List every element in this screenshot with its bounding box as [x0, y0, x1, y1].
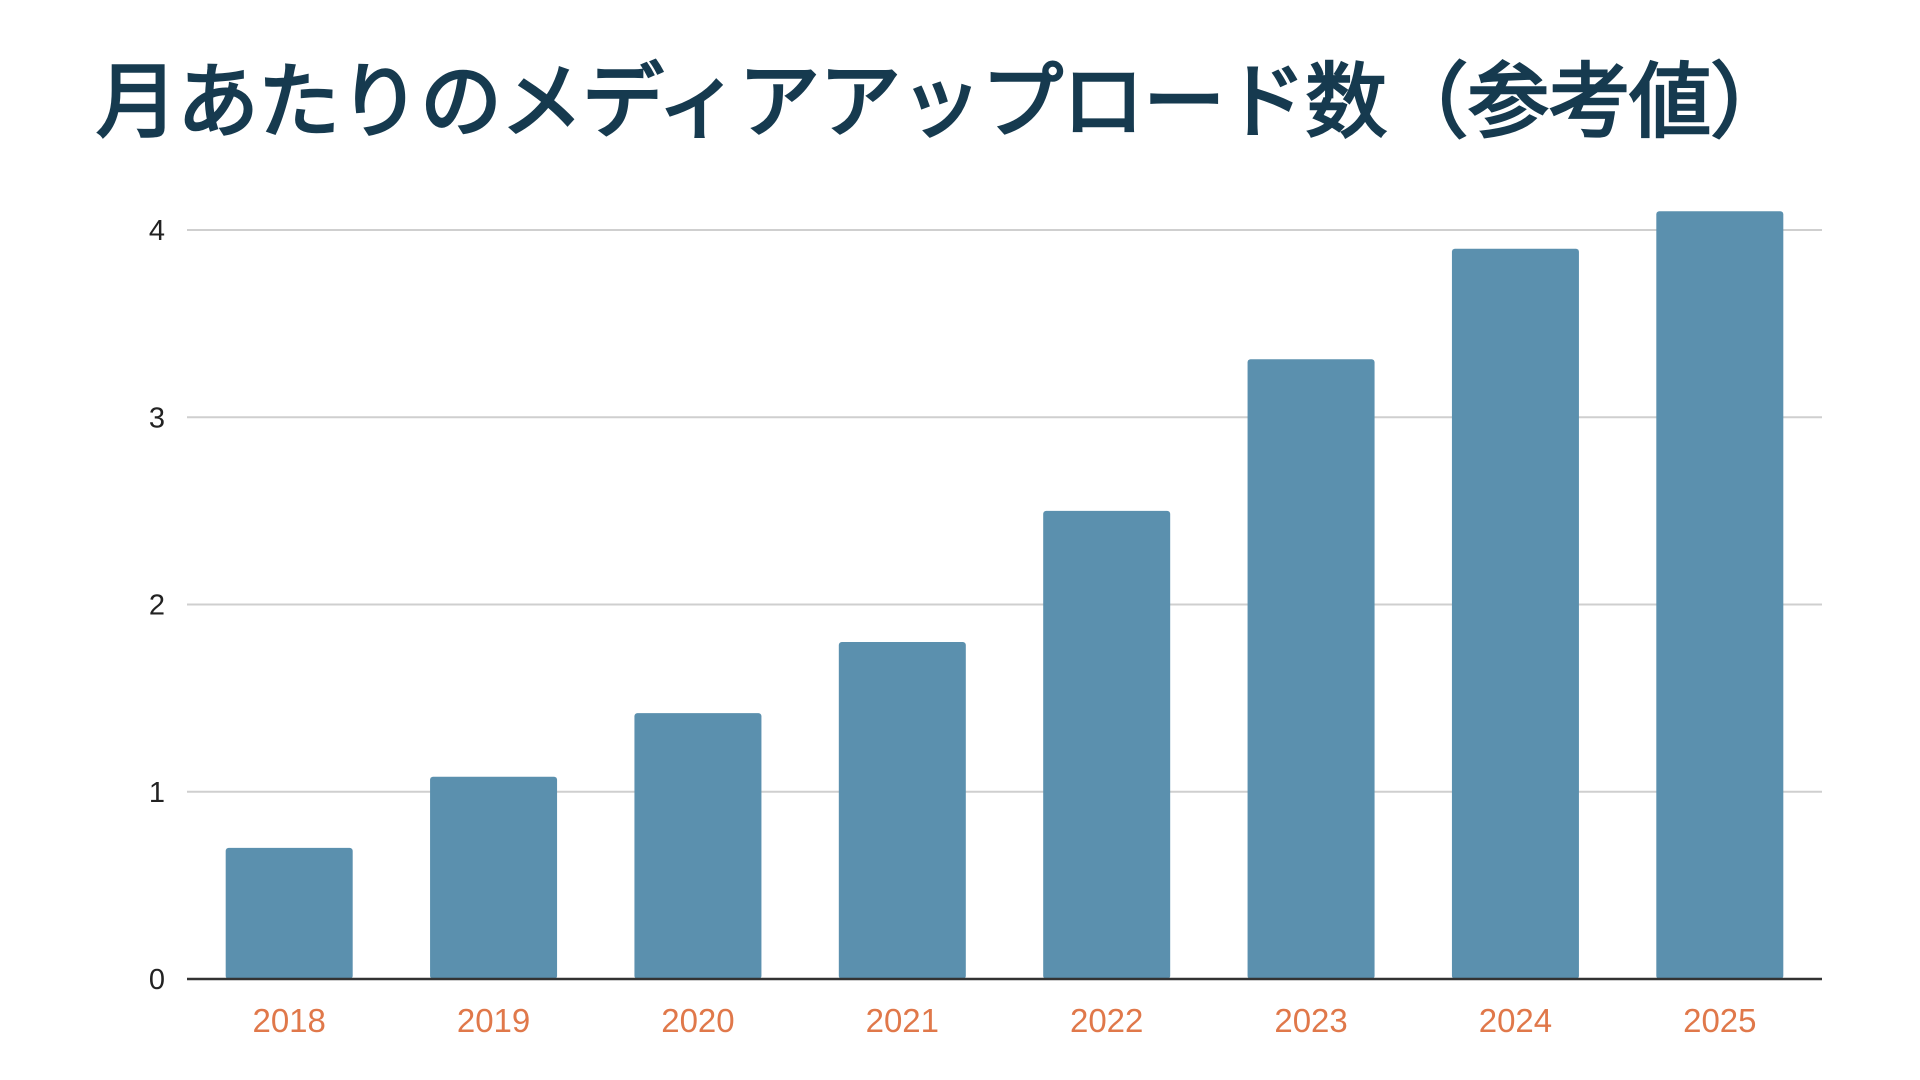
- x-tick-label: 2021: [866, 1002, 939, 1039]
- x-tick-label: 2023: [1274, 1002, 1347, 1039]
- x-tick-label: 2022: [1070, 1002, 1143, 1039]
- bars: [225, 211, 1784, 980]
- x-tick-label: 2025: [1683, 1002, 1756, 1039]
- x-tick-label: 2020: [661, 1002, 734, 1039]
- bar-2019: [430, 776, 558, 979]
- y-tick-label: 3: [149, 402, 165, 434]
- y-tick-label: 0: [149, 964, 165, 996]
- bar-2018: [225, 847, 353, 979]
- bar-2020: [634, 713, 762, 979]
- x-tick-labels: 2018 2019 2020 2021 2022 2023 2024 2025: [252, 1002, 1756, 1039]
- y-tick-label: 2: [149, 590, 165, 622]
- y-tick-label: 1: [149, 777, 165, 809]
- chart-title: 月あたりのメディアアップロード数（参考値）: [96, 55, 1792, 150]
- x-tick-label: 2018: [252, 1002, 325, 1039]
- x-tick-label: 2019: [457, 1002, 530, 1039]
- y-tick-label: 4: [149, 215, 165, 247]
- x-tick-label: 2024: [1479, 1002, 1552, 1039]
- bar-2022: [1043, 510, 1171, 979]
- bar-2021: [838, 641, 966, 979]
- bar-2024: [1451, 248, 1579, 980]
- bar-2025: [1656, 211, 1784, 979]
- bar-2023: [1247, 359, 1375, 979]
- y-tick-labels: 0 1 2 3 4: [149, 215, 165, 996]
